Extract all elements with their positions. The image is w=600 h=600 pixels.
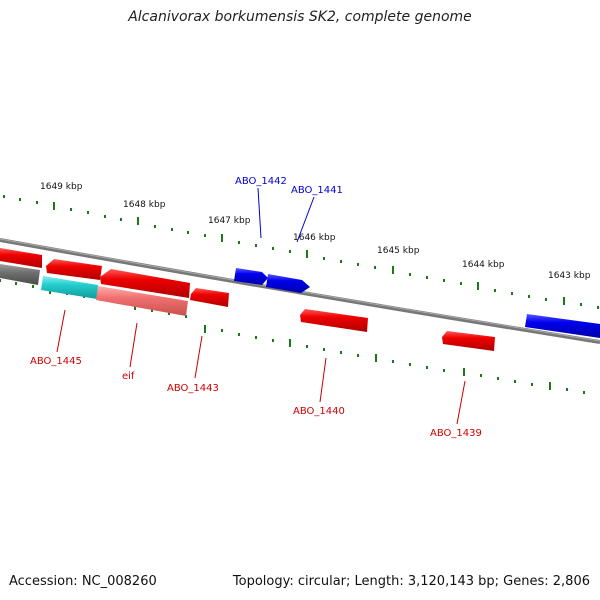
scale-label: 1646 kbp xyxy=(293,233,336,243)
label-leaders xyxy=(56,187,466,425)
scale-label: 1645 kbp xyxy=(377,246,420,256)
map-title: Alcanivorax borkumensis SK2, complete ge… xyxy=(128,9,472,25)
accession-text: Accession: NC_008260 xyxy=(9,574,157,589)
outer-tick-row xyxy=(3,195,599,309)
gene-ABO_1445-rna[interactable] xyxy=(41,276,98,299)
gene-eif-block[interactable] xyxy=(100,269,190,298)
gene-label-ABO_1443[interactable]: ABO_1443 xyxy=(167,383,219,394)
gene-label-ABO_1439[interactable]: ABO_1439 xyxy=(430,428,482,439)
genome-summary: Topology: circular; Length: 3,120,143 bp… xyxy=(232,574,590,589)
reverse-strand-genes xyxy=(0,248,495,351)
gene-label-ABO_1445[interactable]: ABO_1445 xyxy=(30,356,82,367)
gene-label-ABO_1441[interactable]: ABO_1441 xyxy=(291,185,343,196)
gene-left-red[interactable] xyxy=(0,248,42,268)
gene-right-blue[interactable] xyxy=(525,314,600,338)
gene-ABO_1445-block[interactable] xyxy=(46,259,102,280)
gene-ABO_1439[interactable] xyxy=(442,331,495,351)
scale-label: 1643 kbp xyxy=(548,271,591,281)
gene-grey[interactable] xyxy=(0,264,40,285)
scale-labels: 1649 kbp 1648 kbp 1647 kbp 1646 kbp 1645… xyxy=(40,182,591,281)
gene-ABO_1441[interactable] xyxy=(266,274,310,293)
gene-ABO_1440[interactable] xyxy=(300,309,368,332)
scale-label: 1648 kbp xyxy=(123,200,166,210)
gene-ABO_1443-block[interactable] xyxy=(190,288,229,307)
gene-ABO_1442[interactable] xyxy=(234,268,268,285)
forward-strand-genes xyxy=(234,268,600,338)
gene-label-ABO_1442[interactable]: ABO_1442 xyxy=(235,176,287,187)
scale-label: 1647 kbp xyxy=(208,216,251,226)
gene-labels: ABO_1442 ABO_1441 ABO_1445 eif ABO_1443 … xyxy=(30,176,482,439)
scale-label: 1649 kbp xyxy=(40,182,83,192)
gene-label-eif[interactable]: eif xyxy=(122,371,135,382)
gene-label-ABO_1440[interactable]: ABO_1440 xyxy=(293,406,345,417)
gene-eif-pseudo[interactable] xyxy=(96,286,188,316)
scale-label: 1644 kbp xyxy=(462,260,505,270)
